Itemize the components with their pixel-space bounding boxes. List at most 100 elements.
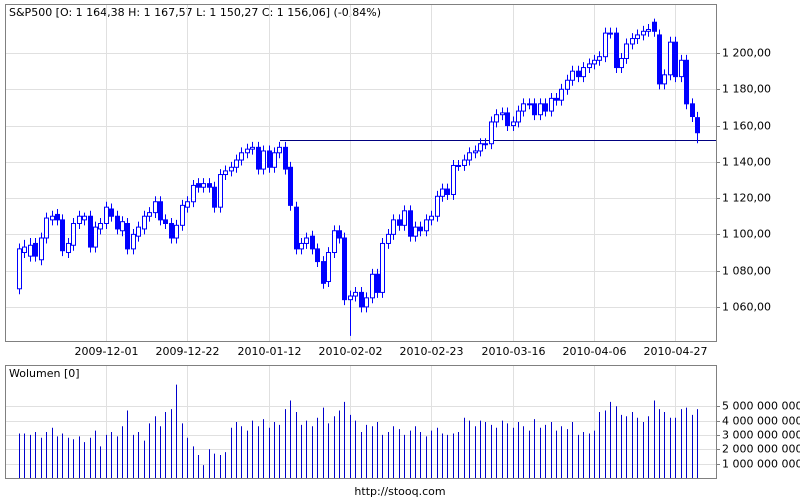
candle-body-up	[467, 152, 472, 161]
candle-body-down	[408, 210, 413, 237]
candle-body-up	[380, 242, 385, 293]
candle-body-up	[348, 295, 353, 301]
candle-body-up	[304, 237, 309, 244]
candle-body-down	[614, 32, 619, 69]
candle-body-up	[386, 233, 391, 244]
y-tick-label: 1 000 000 000	[722, 458, 800, 471]
y-tick-label: 1 120,00	[722, 192, 771, 205]
candle-body-down	[657, 34, 662, 85]
candle-body-up	[587, 63, 592, 69]
x-tick-label: 2010-02-02	[319, 345, 383, 358]
candle-body-up	[93, 226, 98, 248]
candle-body-up	[104, 206, 109, 224]
candle-body-down	[288, 166, 293, 206]
candle-body-down	[33, 242, 38, 257]
candle-body-up	[229, 166, 234, 172]
candle-body-up	[22, 246, 27, 254]
candle-body-up	[28, 244, 33, 257]
candle-body-down	[267, 150, 272, 168]
y-tick-label: 5 000 000 000	[722, 400, 800, 413]
x-tick-label: 2009-12-01	[75, 345, 139, 358]
candle-body-down	[125, 222, 130, 250]
candle-body-up	[245, 148, 250, 154]
x-tick-label: 2010-01-12	[238, 345, 302, 358]
candle-body-up	[489, 121, 494, 145]
x-tick-label: 2010-02-23	[400, 345, 464, 358]
candle-body-up	[98, 222, 103, 230]
x-tick-label: 2009-12-22	[156, 345, 220, 358]
candle-body-up	[272, 152, 277, 168]
candle-body-down	[196, 183, 201, 188]
candle-body-up	[500, 112, 505, 116]
candle-body-down	[169, 222, 174, 239]
candle-body-up	[44, 217, 49, 239]
candle-body-up	[440, 188, 445, 197]
candle-body-up	[136, 226, 141, 237]
candle-body-down	[375, 273, 380, 293]
candle-body-up	[473, 150, 478, 154]
candle-body-up	[549, 97, 554, 112]
y-tick-label: 3 000 000 000	[722, 429, 800, 442]
candle-body-down	[684, 59, 689, 105]
candle-body-up	[66, 242, 71, 254]
candle-body-up	[624, 43, 629, 59]
candle-body-down	[163, 219, 168, 224]
candle-body-down	[505, 112, 510, 127]
y-tick-label: 1 140,00	[722, 156, 771, 169]
candle-body-up	[364, 297, 369, 308]
candle-body-up	[538, 103, 543, 116]
y-tick-label: 1 200,00	[722, 47, 771, 60]
candle-body-up	[17, 248, 22, 290]
y-tick-label: 4 000 000 000	[722, 415, 800, 428]
candle-body-up	[131, 233, 136, 250]
candle-body-down	[359, 291, 364, 308]
candle-body-up	[478, 143, 483, 152]
candle-body-up	[570, 70, 575, 81]
candle-body-up	[191, 184, 196, 203]
candle-body-up	[456, 164, 461, 167]
candle-body-up	[142, 215, 147, 230]
candle-body-up	[223, 170, 228, 176]
candle-body-up	[299, 242, 304, 250]
candle-body-up	[608, 32, 613, 35]
y-tick-label: 1 160,00	[722, 120, 771, 133]
candle-body-down	[55, 213, 60, 221]
candle-body-up	[559, 88, 564, 101]
source: http://stooq.com	[354, 485, 445, 498]
x-tick-label: 2010-04-27	[644, 345, 708, 358]
candle-body-down	[60, 219, 65, 252]
y-tick-label: 1 180,00	[722, 83, 771, 96]
candle-body-up	[679, 59, 684, 78]
candle-body-down	[576, 70, 581, 78]
y-tick-label: 1 080,00	[722, 265, 771, 278]
candle-body-up	[597, 56, 602, 61]
candle-body-down	[445, 188, 450, 195]
candle-body-up	[153, 201, 158, 214]
candle-body-up	[641, 30, 646, 36]
candle-body-up	[592, 59, 597, 65]
candle-body-up	[646, 28, 651, 32]
candle-body-up	[201, 183, 206, 188]
candle-body-up	[451, 164, 456, 195]
candle-body-up	[603, 32, 608, 58]
candle-body-up	[250, 146, 255, 150]
candle-body-up	[147, 212, 152, 217]
candle-body-up	[619, 57, 624, 69]
candle-body-up	[82, 215, 87, 221]
candle-body-up	[71, 222, 76, 246]
candle-body-up	[462, 159, 467, 166]
candle-body-up	[39, 237, 44, 261]
candle-body-up	[511, 121, 516, 127]
candle-body-down	[695, 117, 700, 134]
candle-body-down	[337, 230, 342, 239]
candle-body-down	[212, 186, 217, 208]
candle-body-down	[310, 235, 315, 250]
candle-body-up	[630, 38, 635, 45]
candle-body-down	[690, 103, 695, 118]
candle-body-up	[261, 150, 266, 170]
candle-body-up	[527, 103, 532, 106]
x-tick-label: 2010-04-06	[563, 345, 627, 358]
candle-body-up	[435, 195, 440, 217]
price-title: S&P500 [O: 1 164,38 H: 1 167,57 L: 1 150…	[9, 6, 381, 19]
